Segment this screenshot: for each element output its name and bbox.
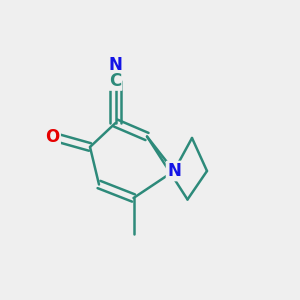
Text: N: N	[109, 56, 122, 74]
Text: N: N	[167, 162, 181, 180]
Text: C: C	[110, 72, 122, 90]
Text: O: O	[45, 128, 60, 146]
